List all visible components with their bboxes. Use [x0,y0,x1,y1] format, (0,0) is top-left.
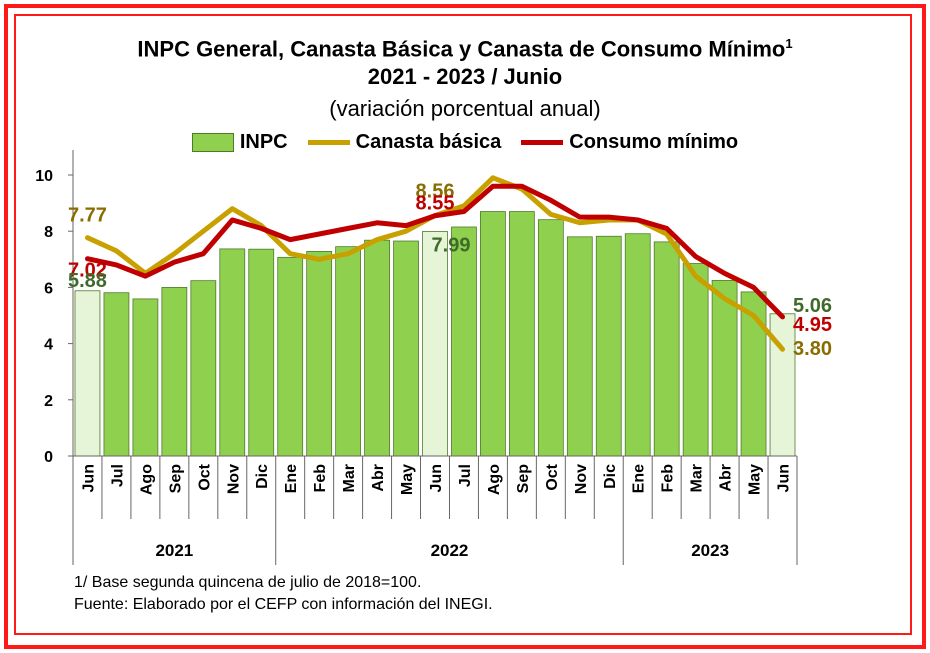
inner-frame [14,14,912,635]
inpc-bar [682,263,709,457]
y-tick-label: 2 [44,393,53,410]
legend-label-consumo: Consumo mínimo [569,131,739,153]
x-tick-label: Feb [312,464,329,493]
year-group-label: 2021 [155,541,193,560]
inpc-bar [537,219,564,457]
year-group-label: 2023 [691,541,729,560]
inpc-bar [595,235,622,457]
legend-item-inpc: INPC [191,131,288,154]
y-tick-label: 6 [44,280,53,297]
legend: INPC Canasta básica Consumo mínimo [0,131,930,154]
data-label: 8.56 [416,180,455,202]
inpc-bar [103,292,130,457]
inpc-bar [306,251,333,457]
inpc-bar [190,280,217,457]
x-tick-label: Jun [428,464,445,492]
inpc-bar [161,286,188,457]
y-tick-label: 4 [44,337,53,354]
chart-subtitle-period: 2021 - 2023 / Junio [367,64,563,89]
legend-swatch-inpc [191,133,234,152]
footnote-source: Fuente: Elaborado por el CEFP con inform… [74,596,493,613]
inpc-bar [393,240,419,457]
inpc-bar [132,298,159,457]
x-tick-label: Sep [515,464,532,494]
data-label: 7.02 [68,260,107,282]
inpc-bar [248,248,275,457]
inpc-bar [480,211,506,457]
x-tick-label: Oct [196,463,213,490]
x-tick-label: Mar [689,464,706,492]
x-tick-label: Jun [776,464,793,492]
inpc-bar [566,236,593,457]
legend-item-canasta: Canasta básica [307,131,502,154]
x-tick-label: Ene [283,464,300,493]
x-tick-label: Jun [80,464,97,492]
x-tick-label: Abr [718,464,735,492]
year-group-label: 2022 [431,541,469,560]
x-tick-label: Nov [225,464,242,494]
inpc-bar [219,248,246,457]
inpc-bar [769,313,796,457]
inpc-bar [624,233,651,457]
chart-subtitle-units: (variación porcentual anual) [329,96,601,121]
x-tick-label: Ene [631,464,648,493]
x-tick-label: Dic [602,464,619,489]
x-tick-label: Mar [341,464,358,492]
legend-label-inpc: INPC [239,131,288,153]
x-tick-label: Sep [167,464,184,494]
y-tick-label: 0 [44,449,53,466]
legend-swatch-canasta [307,140,350,145]
x-tick-label: Jul [457,464,474,487]
inpc-bar [364,239,390,457]
inpc-bar [653,241,680,457]
x-tick-label: Ago [138,464,155,495]
title-footnote-mark: 1 [785,36,793,51]
data-label: 8.55 [416,193,455,215]
inpc-bar [711,279,738,457]
inpc-bar [508,211,535,457]
x-tick-label: May [747,464,764,495]
x-tick-label: Nov [573,464,590,494]
inpc-bar [451,226,477,457]
inpc-bar [422,231,448,457]
footnote-base: 1/ Base segunda quincena de julio de 201… [74,574,422,591]
legend-label-canasta: Canasta básica [355,131,502,153]
data-label: 5.88 [68,270,107,292]
x-tick-label: Ago [486,464,503,495]
data-label: 3.80 [793,338,832,360]
data-label: 7.77 [68,205,107,227]
x-tick-label: Dic [254,464,271,489]
x-tick-label: Feb [660,464,677,493]
legend-swatch-consumo [521,140,564,145]
x-tick-label: Abr [370,464,387,492]
y-tick-label: 8 [44,224,53,241]
x-tick-label: May [399,464,416,495]
x-tick-label: Jul [109,464,126,487]
data-label: 7.99 [432,234,471,256]
chart-title: INPC General, Canasta Básica y Canasta d… [137,36,793,62]
data-label: 4.95 [793,314,832,336]
inpc-bar [277,256,304,457]
inpc-bar [335,246,362,457]
consumo-minimo-line [84,183,786,320]
x-tick-label: Oct [544,463,561,490]
outer-frame [4,4,926,649]
data-label: 5.06 [793,295,832,317]
inpc-bar [74,290,101,457]
legend-item-consumo: Consumo mínimo [521,131,738,154]
y-tick-label: 10 [35,168,53,185]
